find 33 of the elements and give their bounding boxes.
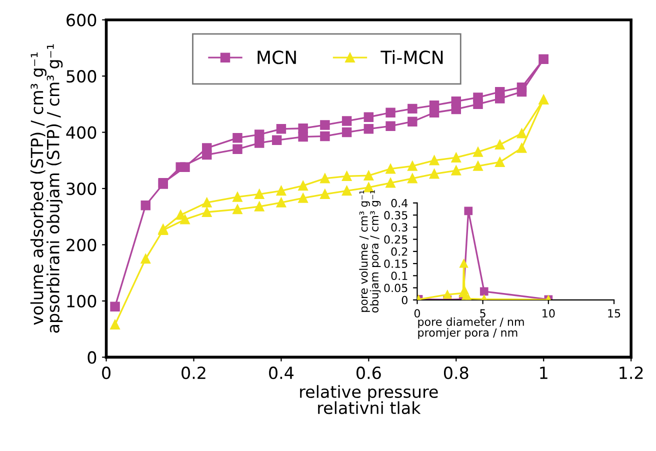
x-axis-title: pore diameter / nm promjer pora / nm — [418, 317, 524, 339]
x-tick-label: 0 — [102, 366, 110, 380]
x-tick-label: 0.4 — [269, 366, 294, 380]
x-tick-label: 10 — [542, 309, 555, 318]
x-axis-title: relative pressure relativni tlak — [300, 385, 438, 414]
y-tick-label: 0 — [88, 351, 96, 364]
y-tick-label: 0.1 — [391, 272, 408, 280]
y-tick-label: 0.3 — [391, 223, 408, 232]
y-tick-label: 100 — [67, 294, 96, 308]
legend-label: Ti-MCN — [380, 50, 443, 64]
x-tick-label: 0.6 — [356, 366, 381, 380]
y-tick-label: 300 — [66, 182, 96, 196]
y-tick-label: 600 — [66, 14, 96, 26]
y-tick-label: 400 — [66, 126, 96, 139]
y-tick-label: 0 — [402, 296, 408, 304]
y-tick-label: 0.35 — [384, 211, 408, 220]
y-axis-title: pore volume / cm³ g⁻¹ obujam pora / cm³ g⁻¹ — [359, 190, 381, 313]
y-tick-label: 0.2 — [391, 247, 408, 256]
x-tick-label: 1.2 — [620, 366, 643, 379]
y-tick-label: 0.05 — [384, 284, 408, 292]
y-tick-label: 0.15 — [384, 260, 408, 268]
x-tick-label: 15 — [608, 309, 620, 318]
x-tick-label: 0.2 — [182, 366, 206, 380]
x-tick-label: 1 — [540, 366, 548, 379]
y-axis-title: volume adsorbed (STP) / cm³ g⁻¹ apsorbirani obujam (STP) / cm³ g⁻¹ — [30, 44, 63, 333]
y-tick-label: 0.25 — [384, 235, 408, 244]
x-tick-label: 0 — [414, 309, 420, 318]
y-tick-label: 200 — [66, 238, 96, 252]
x-tick-label: 0.8 — [444, 366, 468, 380]
y-tick-label: 500 — [66, 70, 96, 83]
y-tick-label: 0.4 — [391, 198, 408, 208]
x-tick-label: 5 — [480, 309, 486, 318]
legend-label: MCN — [258, 50, 296, 64]
